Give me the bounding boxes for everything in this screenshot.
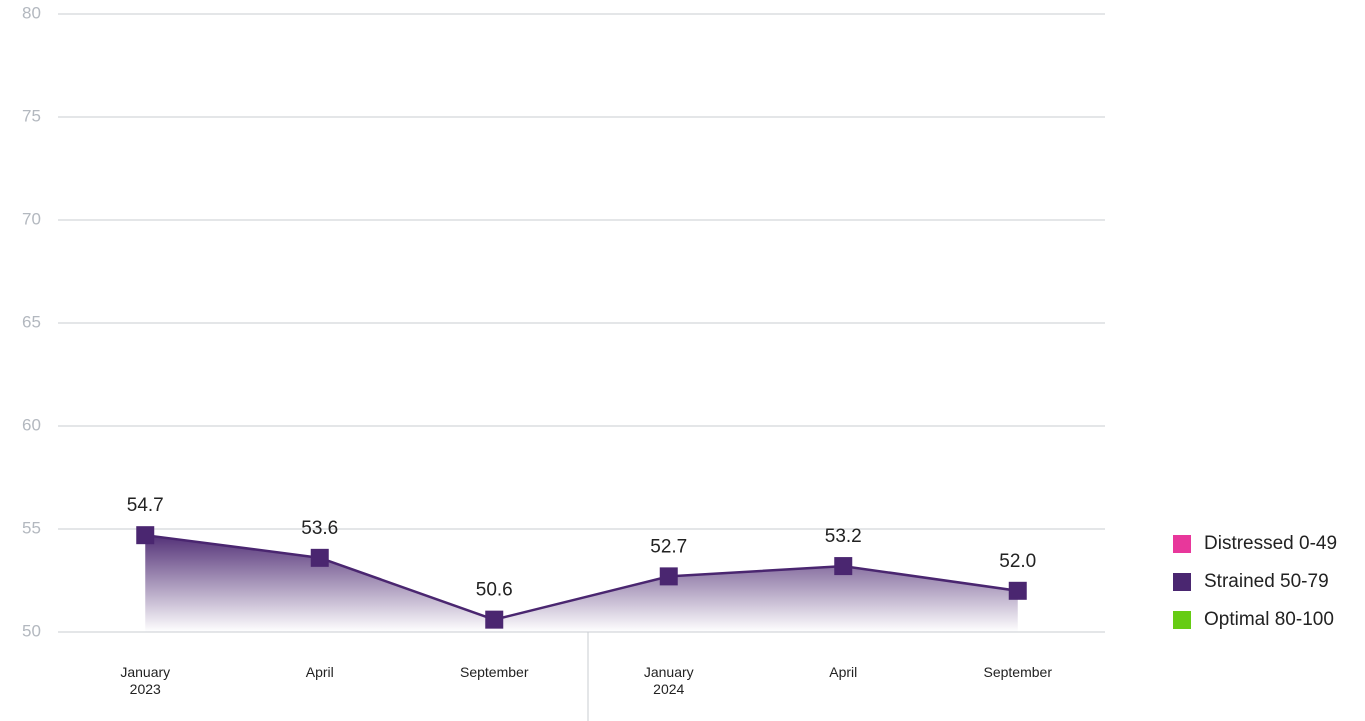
marker	[834, 557, 853, 576]
x-tick-label-line: 2023	[130, 681, 161, 697]
value-label: 54.7	[127, 495, 164, 516]
y-tick-label: 55	[22, 518, 41, 537]
value-label: 50.6	[476, 580, 513, 601]
legend-swatch	[1173, 573, 1191, 591]
marker	[659, 567, 678, 586]
x-tick-label: September	[984, 664, 1053, 680]
value-label: 52.7	[650, 536, 687, 557]
y-tick-label: 65	[22, 312, 41, 331]
line	[145, 533, 1018, 621]
x-tick-label-line: April	[829, 664, 857, 680]
legend-swatch	[1173, 535, 1191, 553]
marker	[1008, 581, 1027, 600]
x-tick-label-line: January	[120, 664, 170, 680]
value-label: 53.2	[825, 526, 862, 547]
legend-label: Distressed 0-49	[1204, 533, 1337, 554]
area	[145, 535, 1018, 632]
marker	[485, 610, 504, 629]
value-label: 53.6	[301, 518, 338, 539]
x-tick-label-line: 2024	[653, 681, 684, 697]
x-tick-label: January 2024	[644, 664, 694, 697]
x-tick-label-line: September	[460, 664, 529, 680]
x-tick-label: January 2023	[120, 664, 170, 697]
value-label: 52.0	[999, 551, 1036, 572]
legend-label: Strained 50-79	[1204, 571, 1329, 592]
y-tick-label: 50	[22, 621, 41, 640]
marker	[136, 526, 155, 545]
y-tick-label: 70	[22, 209, 41, 228]
legend-label: Optimal 80-100	[1204, 609, 1334, 630]
x-tick-label: April	[829, 664, 857, 680]
x-tick-label-line: September	[984, 664, 1053, 680]
x-tick-label: April	[306, 664, 334, 680]
y-tick-label: 60	[22, 415, 41, 434]
y-tick-label: 75	[22, 106, 41, 125]
x-tick-label-line: April	[306, 664, 334, 680]
x-tick-label: September	[460, 664, 529, 680]
marker	[310, 548, 329, 567]
legend-swatch	[1173, 611, 1191, 629]
x-tick-label-line: January	[644, 664, 694, 680]
y-tick-label: 80	[22, 3, 41, 22]
